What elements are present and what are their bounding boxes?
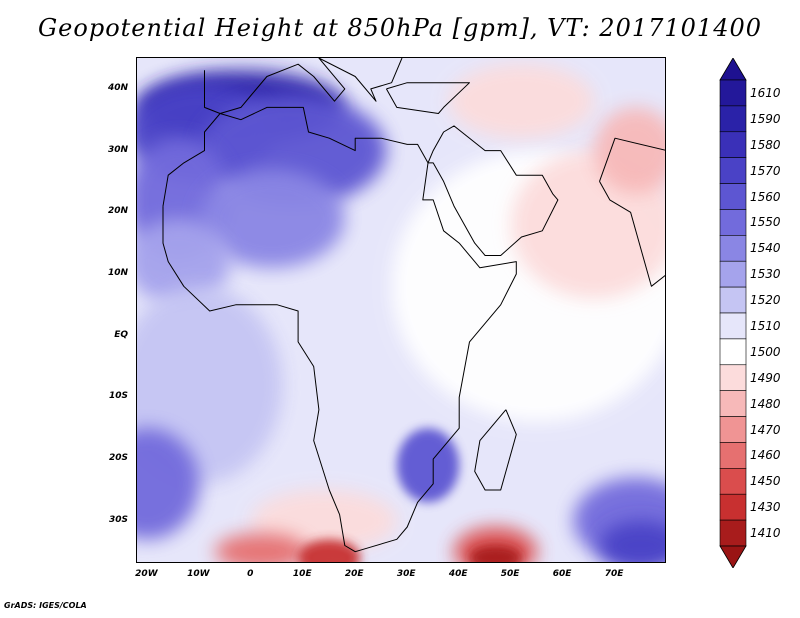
colorbar-level-label: 1550 xyxy=(750,215,781,230)
colorbar-swatch-1480 xyxy=(719,390,747,417)
colorbar-level-label: 1410 xyxy=(750,526,781,541)
colorbar-swatch-1610 xyxy=(719,79,747,107)
colorbar-level-label: 1450 xyxy=(750,474,781,489)
coastline-madagascar xyxy=(474,409,517,491)
colorbar-swatch-1580 xyxy=(719,131,747,158)
lat-tick-label: 20S xyxy=(108,453,128,464)
coastline-africa xyxy=(162,106,517,553)
height-blob-1530-5 xyxy=(137,218,231,305)
geopotential-height-map xyxy=(137,58,665,562)
coastline-turkey xyxy=(385,82,470,114)
colorbar-level-label: 1530 xyxy=(750,267,781,282)
height-blob-1480-13 xyxy=(594,107,665,194)
colorbar-upper-arrow xyxy=(719,58,747,81)
lat-tick-label: 20N xyxy=(107,206,128,217)
colorbar-swatch-1570 xyxy=(719,157,747,184)
height-blob-1550-7 xyxy=(137,428,200,540)
height-blob-1410-19 xyxy=(469,545,522,562)
lon-tick-label: 40E xyxy=(448,569,468,579)
lat-tick-label: 30S xyxy=(108,514,128,525)
colorbar-level-label: 1580 xyxy=(750,137,781,152)
lat-tick-label: 40N xyxy=(107,82,128,93)
lon-tick-label: 0 xyxy=(247,569,254,579)
coastline-arabia xyxy=(427,125,559,256)
colorbar-level-label: 1570 xyxy=(750,163,781,178)
colorbar-swatch-1450 xyxy=(719,468,747,495)
colorbar-level-label: 1540 xyxy=(750,241,781,256)
colorbar-swatch-1470 xyxy=(719,416,747,443)
credit-text: GrADS: IGES/COLA xyxy=(4,601,87,610)
coastline-india xyxy=(599,137,665,287)
colorbar-level-label: 1490 xyxy=(750,370,781,385)
colorbar-swatch-1490 xyxy=(719,364,747,391)
colorbar-swatch-1520 xyxy=(719,286,747,314)
colorbar-level-label: 1480 xyxy=(750,396,781,411)
colorbar-swatch-1410 xyxy=(719,519,747,547)
height-field-layer xyxy=(137,64,665,562)
colorbar-level-label: 1460 xyxy=(750,448,781,463)
colorbar-swatch-1510 xyxy=(719,312,747,340)
lon-tick-label: 30E xyxy=(396,569,416,579)
lat-tick-label: 10S xyxy=(108,391,128,402)
height-blob-1540-4 xyxy=(199,169,345,268)
height-blob-1520-6 xyxy=(137,286,283,484)
lon-tick-label: 50E xyxy=(500,569,520,579)
map-panel xyxy=(136,57,666,563)
lon-tick-label: 70E xyxy=(604,569,624,579)
lon-tick-label: 60E xyxy=(552,569,572,579)
colorbar-swatch-1500 xyxy=(719,338,747,366)
height-blob-1570-10 xyxy=(599,520,665,562)
lat-tick-label: 10N xyxy=(107,267,128,278)
coastline-layer xyxy=(162,58,665,553)
lat-tick-label: EQ xyxy=(114,329,128,340)
colorbar-swatch-1560 xyxy=(719,183,747,210)
colorbar-level-label: 1430 xyxy=(750,500,781,515)
colorbar-level-label: 1560 xyxy=(750,189,781,204)
colorbar-level-label: 1590 xyxy=(750,111,781,126)
height-blob-1490-15 xyxy=(251,489,397,552)
colorbar xyxy=(719,58,747,568)
height-blob-1460-16 xyxy=(214,533,309,562)
colorbar-swatch-1550 xyxy=(719,209,747,236)
lon-tick-label: 20W xyxy=(135,569,158,579)
lon-tick-label: 10W xyxy=(187,569,210,579)
colorbar-swatch-1540 xyxy=(719,235,747,262)
height-blob-1490-14 xyxy=(448,64,595,139)
colorbar-swatch-1460 xyxy=(719,442,747,469)
chart-title: Geopotential Height at 850hPa [gpm], VT:… xyxy=(38,14,762,42)
colorbar-lower-arrow xyxy=(719,545,747,568)
colorbar-swatch-1530 xyxy=(719,260,747,288)
colorbar-level-label: 1510 xyxy=(750,318,781,333)
colorbar-level-label: 1610 xyxy=(750,85,781,100)
colorbar-level-label: 1520 xyxy=(750,293,781,308)
colorbar-level-label: 1500 xyxy=(750,344,781,359)
colorbar-swatch-1590 xyxy=(719,105,747,133)
lon-tick-label: 10E xyxy=(292,569,312,579)
coastline-europe_coast xyxy=(204,58,403,114)
lon-tick-label: 20E xyxy=(344,569,364,579)
lat-tick-label: 30N xyxy=(107,144,128,155)
colorbar-level-label: 1470 xyxy=(750,422,781,437)
colorbar-swatch-1430 xyxy=(719,493,747,521)
